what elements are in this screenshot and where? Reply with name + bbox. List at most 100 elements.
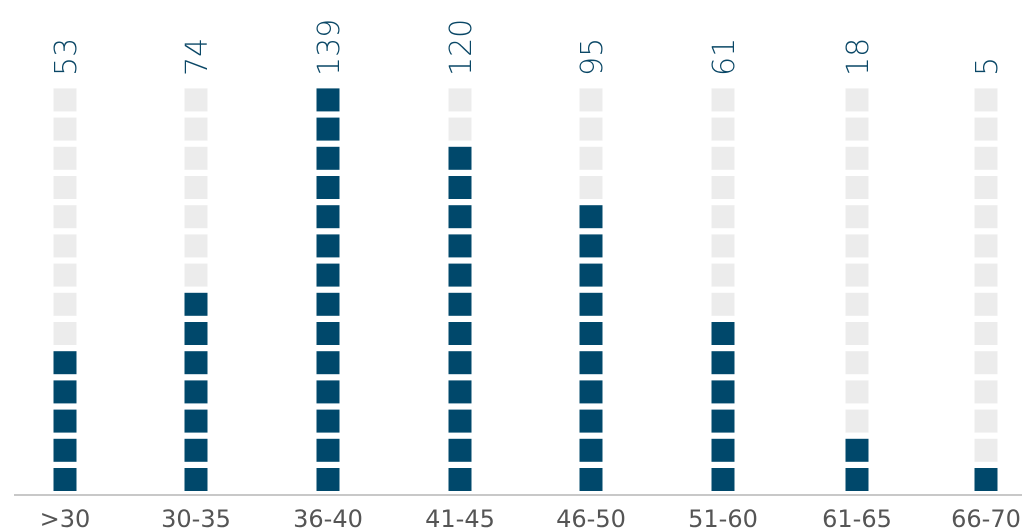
bar-square-empty	[974, 88, 998, 112]
bar-square-empty	[845, 117, 869, 141]
bar-square-filled	[448, 468, 472, 491]
bar-square-filled	[711, 351, 735, 375]
bar-square-empty	[974, 322, 998, 345]
bar-square-empty	[711, 263, 735, 287]
bar-square-empty	[974, 263, 998, 287]
bar-square-filled	[316, 380, 340, 404]
bar-square-empty	[845, 176, 869, 199]
bar-square-filled	[316, 117, 340, 141]
bar-square-empty	[184, 263, 208, 287]
bar-square-empty	[845, 322, 869, 345]
bar-square-filled	[184, 468, 208, 491]
bar-square-empty	[845, 409, 869, 433]
bar-square-empty	[53, 146, 77, 170]
bar-square-filled	[845, 468, 869, 491]
bar-square-filled	[184, 292, 208, 316]
bar-square-filled	[579, 292, 603, 316]
x-tick-label: 46-50	[556, 505, 626, 532]
bar-square-empty	[974, 380, 998, 404]
value-label: 120	[444, 19, 479, 76]
bar-square-filled	[316, 438, 340, 462]
bar-square-empty	[579, 117, 603, 141]
bar-square-empty	[184, 176, 208, 199]
bar-square-empty	[184, 146, 208, 170]
bar-square-filled	[448, 176, 472, 199]
value-labels: 53 74 139 120 95 61 18 5	[49, 19, 1005, 76]
bar-square-empty	[53, 205, 77, 229]
x-tick-label: 30-35	[161, 505, 231, 532]
bar-square-empty	[184, 205, 208, 229]
bar-square-filled	[448, 205, 472, 229]
bar-square-empty	[711, 292, 735, 316]
bar-square-filled	[579, 468, 603, 491]
bar-square-empty	[448, 117, 472, 141]
bar-square-filled	[316, 88, 340, 112]
x-tick-label: 36-40	[293, 505, 363, 532]
x-tick-label: 41-45	[425, 505, 495, 532]
bar-square-filled	[579, 263, 603, 287]
bar-square-empty	[845, 292, 869, 316]
bar-square-filled	[53, 351, 77, 375]
bar-square-filled	[579, 438, 603, 462]
bar-square-empty	[974, 234, 998, 258]
bar-square-empty	[53, 176, 77, 199]
bar-square-filled	[448, 234, 472, 258]
bar-square-filled	[448, 409, 472, 433]
bar-squares	[53, 88, 998, 491]
bar-square-filled	[184, 438, 208, 462]
bar-square-empty	[53, 292, 77, 316]
bar-square-empty	[845, 88, 869, 112]
bar-square-filled	[579, 322, 603, 345]
value-label: 5	[970, 57, 1005, 76]
bar-square-filled	[448, 322, 472, 345]
value-label: 61	[707, 38, 742, 76]
bar-square-empty	[845, 380, 869, 404]
bar-square-empty	[711, 146, 735, 170]
bar-square-empty	[53, 263, 77, 287]
bar-square-filled	[579, 351, 603, 375]
bar-square-empty	[579, 176, 603, 199]
bar-square-filled	[316, 322, 340, 345]
bar-square-filled	[53, 438, 77, 462]
bar-square-filled	[316, 205, 340, 229]
bar-square-filled	[974, 468, 998, 491]
bar-square-filled	[316, 409, 340, 433]
x-tick-labels: >30 30-35 36-40 41-45 46-50 51-60 61-65 66-70	[40, 505, 1021, 532]
bar-square-filled	[711, 438, 735, 462]
bar-square-filled	[845, 438, 869, 462]
bar-square-empty	[974, 146, 998, 170]
bar-square-filled	[448, 351, 472, 375]
value-label: 74	[180, 38, 215, 76]
bar-square-empty	[974, 205, 998, 229]
bar-square-empty	[711, 205, 735, 229]
bar-square-filled	[184, 380, 208, 404]
value-label: 53	[49, 38, 84, 76]
value-label: 95	[575, 38, 610, 76]
bar-square-filled	[316, 351, 340, 375]
bar-square-filled	[53, 380, 77, 404]
bar-square-filled	[711, 468, 735, 491]
bar-square-filled	[579, 205, 603, 229]
bar-square-filled	[579, 380, 603, 404]
bar-square-empty	[448, 88, 472, 112]
bar-square-filled	[448, 292, 472, 316]
bar-square-empty	[974, 117, 998, 141]
bar-square-filled	[184, 322, 208, 345]
bar-square-empty	[711, 88, 735, 112]
value-label: 18	[841, 38, 876, 76]
x-tick-label: >30	[40, 505, 91, 532]
bar-square-empty	[711, 117, 735, 141]
bar-square-empty	[711, 176, 735, 199]
bar-square-empty	[53, 88, 77, 112]
bar-square-filled	[53, 468, 77, 491]
bar-square-empty	[974, 438, 998, 462]
bar-square-filled	[448, 146, 472, 170]
bar-square-filled	[316, 146, 340, 170]
bar-square-filled	[711, 322, 735, 345]
bar-square-empty	[53, 117, 77, 141]
bar-square-filled	[711, 409, 735, 433]
bar-square-empty	[711, 234, 735, 258]
bar-square-filled	[184, 409, 208, 433]
value-label: 139	[312, 19, 347, 76]
